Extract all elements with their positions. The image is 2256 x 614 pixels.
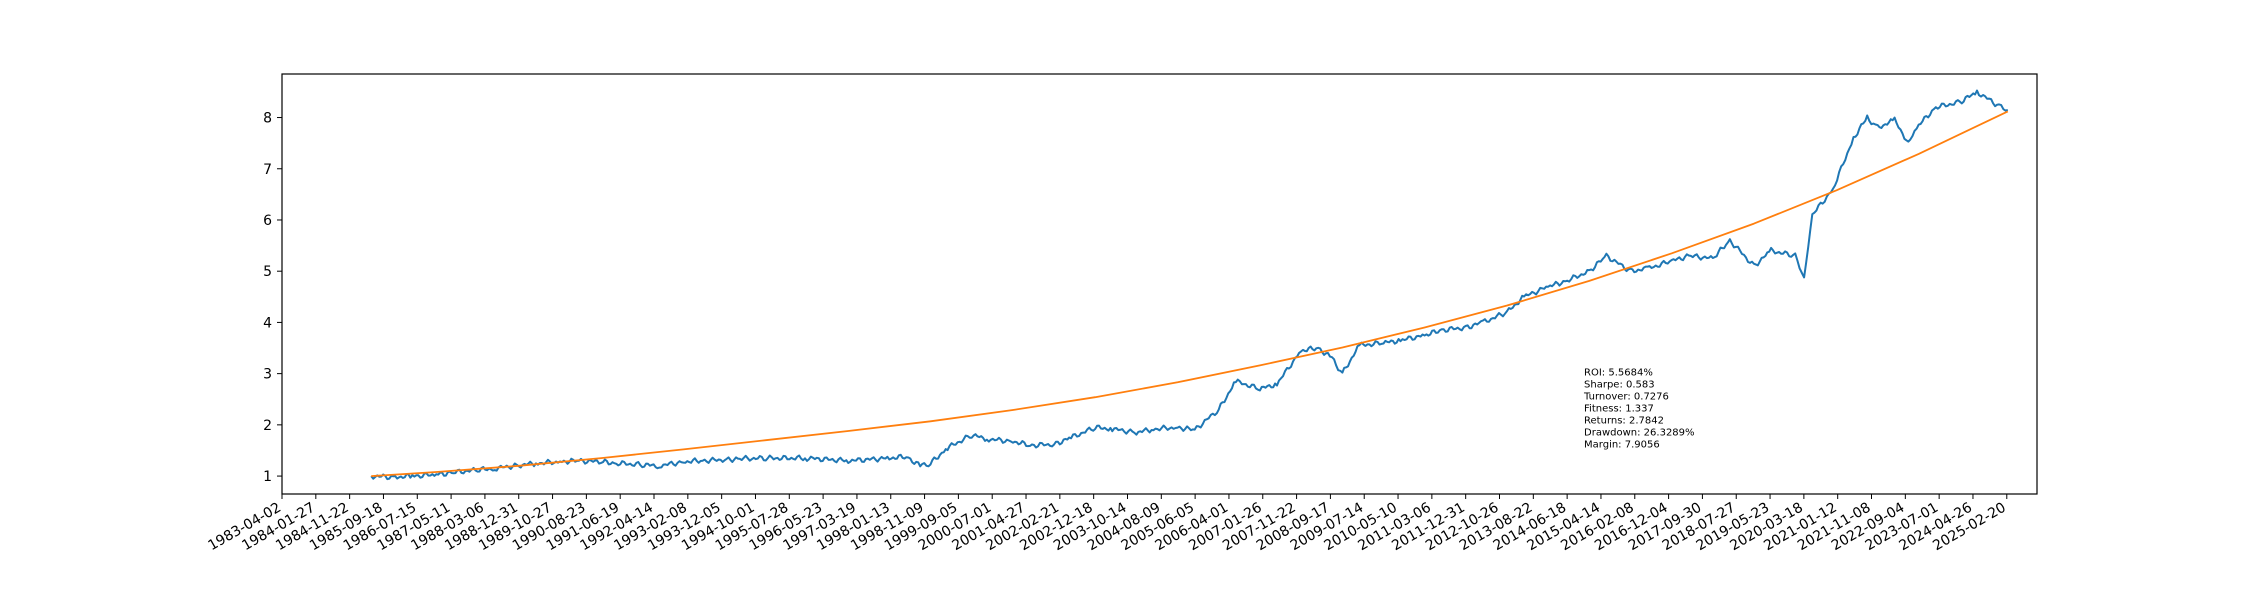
y-tick-label: 3 <box>263 367 272 383</box>
stat-line: Sharpe: 0.583 <box>1584 380 1655 391</box>
plot-background <box>282 74 2037 494</box>
series-line-1 <box>370 89 2009 481</box>
x-axis: 1983-04-021984-01-271984-11-221985-09-18… <box>206 494 2009 554</box>
y-tick-label: 7 <box>263 162 272 178</box>
stat-line: Turnover: 0.7276 <box>1583 392 1669 403</box>
plot-frame <box>281 73 2038 495</box>
stat-line: Margin: 7.9056 <box>1584 440 1660 451</box>
y-tick-label: 2 <box>263 418 272 434</box>
stat-line: Returns: 2.7842 <box>1584 416 1664 427</box>
y-tick-label: 5 <box>263 264 272 280</box>
y-tick-label: 4 <box>263 315 272 331</box>
series-layer <box>370 89 2009 481</box>
stat-line: ROI: 5.5684% <box>1584 368 1653 379</box>
y-tick-label: 6 <box>263 213 272 229</box>
stat-line: Fitness: 1.337 <box>1584 404 1654 415</box>
y-axis: 1 2 3 4 5 6 7 8 <box>263 111 282 485</box>
stat-line: Drawdown: 26.3289% <box>1584 428 1695 439</box>
series-line-2 <box>371 110 2009 477</box>
y-tick-label: 1 <box>263 469 272 485</box>
y-tick-label: 8 <box>263 111 272 127</box>
